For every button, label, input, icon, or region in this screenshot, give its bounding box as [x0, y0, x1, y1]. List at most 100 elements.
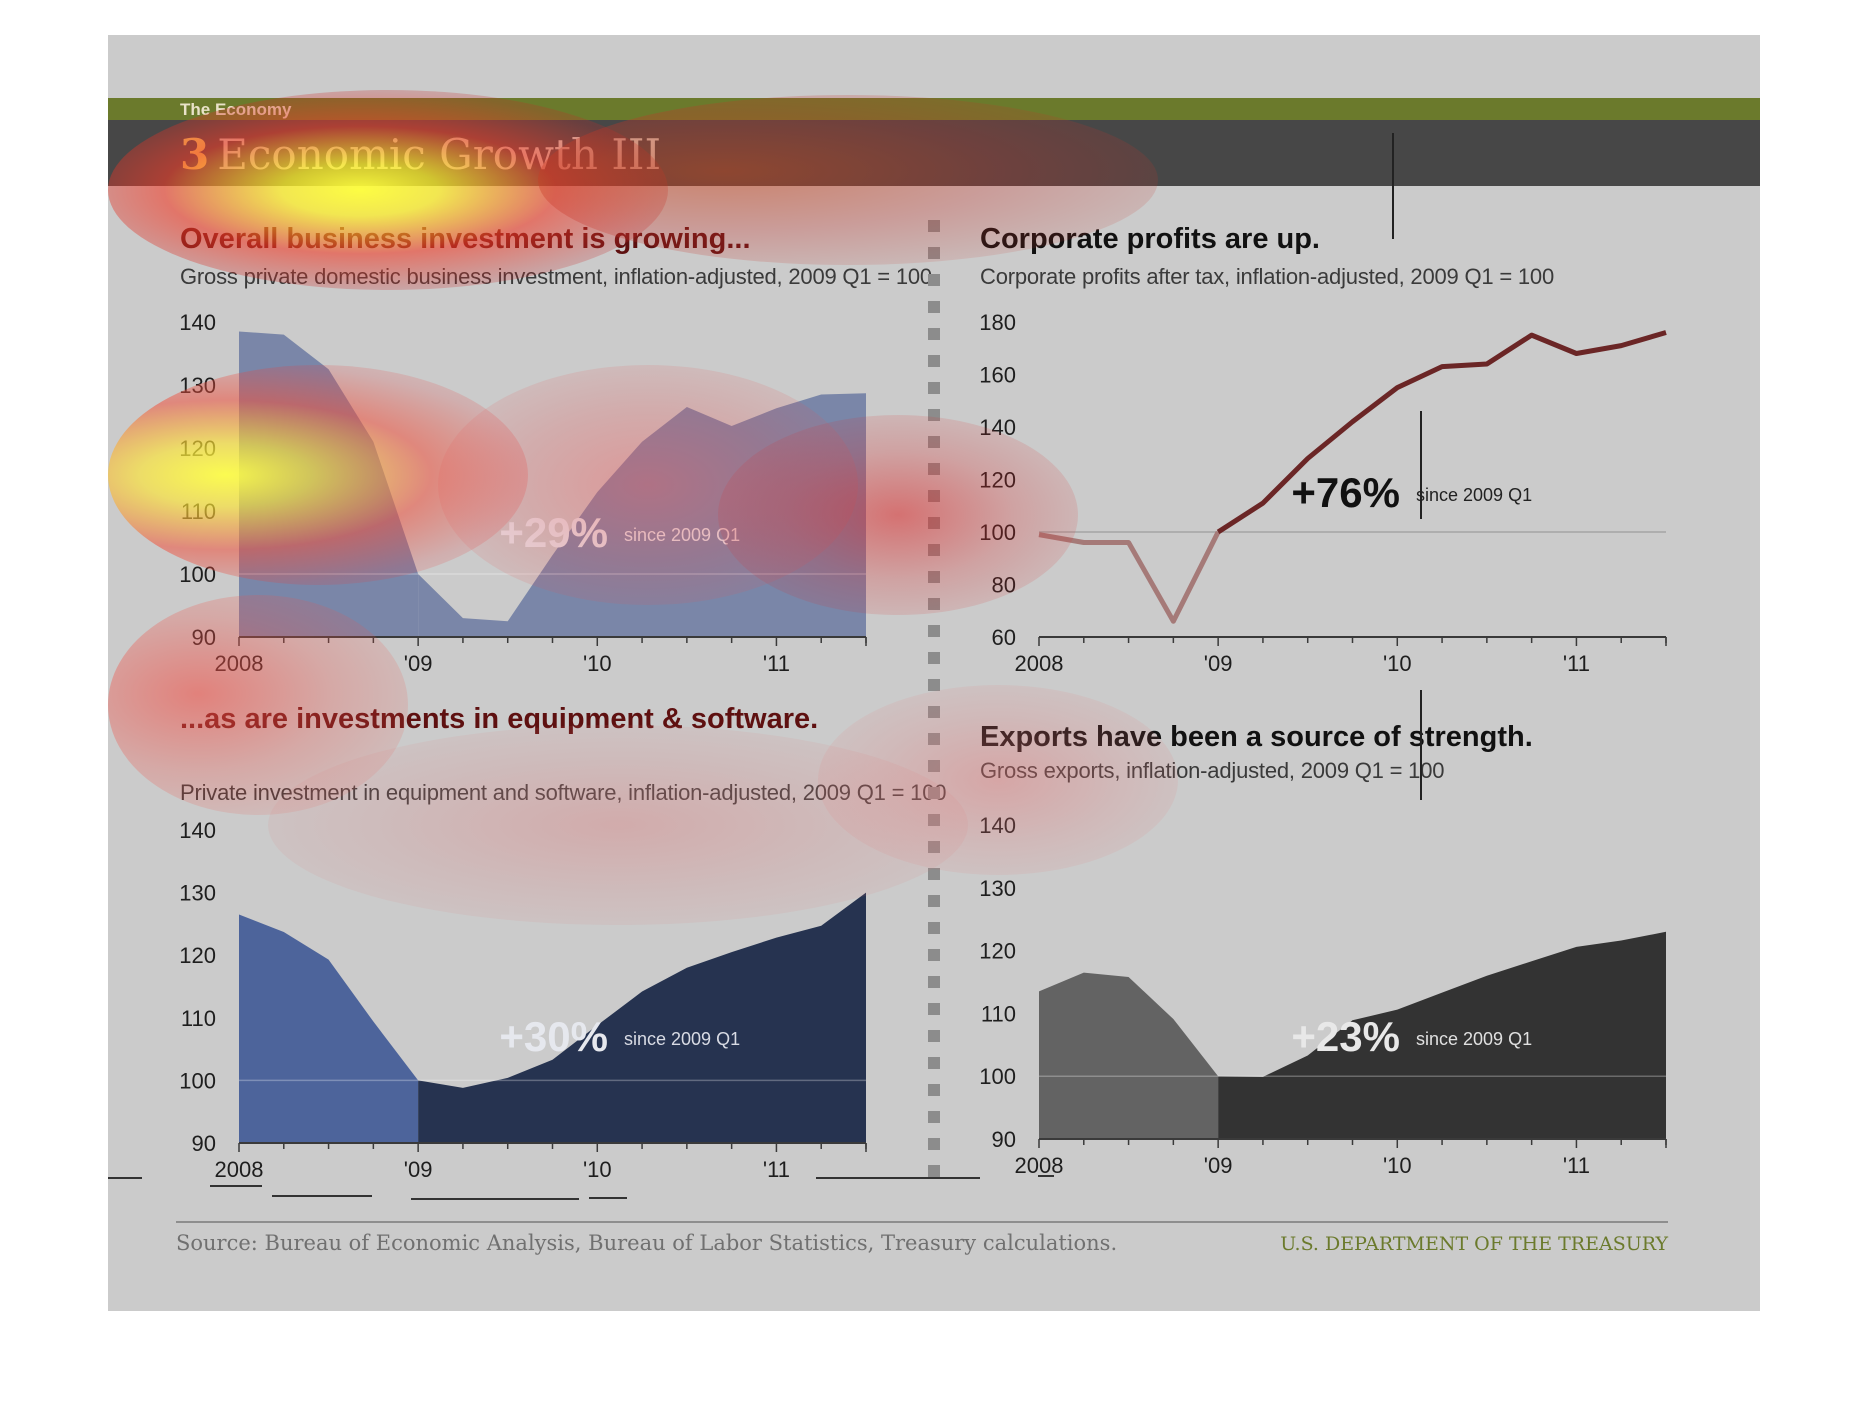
cursor-line [1420, 411, 1422, 519]
x-tick-label: '09 [1204, 651, 1233, 676]
y-tick-label: 140 [179, 310, 216, 335]
data-point [1218, 532, 1219, 533]
growth-annotation-note: since 2009 Q1 [1416, 485, 1532, 505]
data-point [1486, 975, 1487, 976]
charts-canvas: 2008 '09 '10 '11 140 130 120 110 100 90 +29% since … [179, 310, 1667, 1182]
panel-4-subtitle: Gross exports, inflation-adjusted, 2009 … [980, 758, 1445, 783]
y-tick-label: 100 [179, 562, 216, 587]
data-point [418, 574, 419, 575]
x-tick-label: 2008 [1015, 1153, 1064, 1178]
data-point [731, 425, 732, 426]
data-point [1039, 534, 1040, 535]
data-point [507, 621, 508, 622]
data-point [1218, 1076, 1219, 1077]
growth-annotation-value: +29% [499, 509, 608, 556]
y-tick-label: 130 [179, 373, 216, 398]
data-point [597, 492, 598, 493]
data-point [731, 952, 732, 953]
y-tick-label: 110 [181, 1006, 216, 1031]
data-point [866, 393, 867, 394]
y-tick-label: 140 [979, 813, 1016, 838]
data-point [821, 394, 822, 395]
chart-3: 2008 '09 '10 '11 140 130 120 110 100 90 +30% since … [179, 818, 867, 1182]
x-tick-label: '10 [1383, 1153, 1412, 1178]
growth-annotation-value: +30% [499, 1013, 608, 1060]
data-point [1173, 621, 1174, 622]
stray-underline [1038, 1175, 1054, 1177]
x-tick-label: '09 [1204, 1153, 1233, 1178]
data-point [1397, 1009, 1398, 1010]
y-tick-label: 100 [979, 520, 1016, 545]
data-point [1531, 961, 1532, 962]
y-tick-label: 100 [179, 1068, 216, 1093]
growth-annotation-note: since 2009 Q1 [624, 525, 740, 545]
data-point [1442, 992, 1443, 993]
data-point [1083, 972, 1084, 973]
data-point [462, 1087, 463, 1088]
growth-annotation-value: +23% [1291, 1013, 1400, 1060]
data-point [1621, 940, 1622, 941]
data-point [776, 937, 777, 938]
y-tick-label: 120 [179, 943, 216, 968]
data-point [418, 1080, 419, 1081]
x-tick-label: '10 [1383, 651, 1412, 676]
data-point [1666, 931, 1667, 932]
data-point [642, 991, 643, 992]
data-point [1576, 946, 1577, 947]
data-point [1083, 542, 1084, 543]
x-tick-label: '11 [763, 1157, 790, 1182]
data-point [1128, 542, 1129, 543]
panel-4-title: Exports have been a source of strength. [980, 721, 1533, 753]
stray-underline [816, 1177, 980, 1179]
y-tick-label: 120 [979, 939, 1016, 964]
y-tick-label: 140 [179, 818, 216, 843]
data-point [1442, 366, 1443, 367]
data-point [1173, 1019, 1174, 1020]
y-tick-label: 110 [981, 1001, 1016, 1026]
x-tick-label: '09 [404, 1157, 433, 1182]
y-tick-label: 60 [992, 625, 1016, 650]
series-line-after-2009q1 [1216, 330, 1667, 535]
y-tick-label: 90 [192, 1131, 216, 1156]
data-point [1486, 364, 1487, 365]
area-after-2009q1 [1218, 931, 1666, 1139]
y-tick-label: 120 [979, 468, 1016, 493]
y-tick-label: 120 [179, 436, 216, 461]
area-before-2009q1 [239, 331, 419, 637]
chart-2: 2008 '09 '10 '11 180 160 140 120 100 80 60 +76% sinc… [979, 310, 1667, 676]
data-point [283, 932, 284, 933]
data-point [1039, 991, 1040, 992]
data-point [1397, 387, 1398, 388]
chart-4: 2008 '09 '10 '11 140 130 120 110 100 90 +23% since … [979, 813, 1667, 1178]
data-point [686, 967, 687, 968]
area-before-2009q1 [239, 914, 419, 1143]
growth-annotation-note: since 2009 Q1 [624, 1029, 740, 1049]
data-point [328, 959, 329, 960]
y-tick-label: 100 [979, 1064, 1016, 1089]
data-point [373, 441, 374, 442]
data-point [776, 408, 777, 409]
data-point [686, 407, 687, 408]
data-point [239, 331, 240, 332]
stray-underline [411, 1198, 579, 1200]
y-tick-label: 110 [181, 499, 216, 524]
data-point [1576, 353, 1577, 354]
area-after-2009q1 [418, 393, 866, 637]
y-tick-label: 80 [992, 573, 1016, 598]
data-point [1262, 1076, 1263, 1077]
y-tick-label: 130 [179, 881, 216, 906]
footer-source: Source: Bureau of Economic Analysis, Bur… [176, 1231, 1118, 1255]
data-point [239, 914, 240, 915]
footer-rule [176, 1221, 1668, 1223]
x-tick-label: '10 [583, 1157, 612, 1182]
x-tick-label: '09 [404, 651, 433, 676]
x-tick-label: '10 [583, 651, 612, 676]
chart-1: 2008 '09 '10 '11 140 130 120 110 100 90 +29% since … [179, 310, 867, 676]
stray-underline [108, 1177, 142, 1179]
cursor-line [1420, 690, 1422, 800]
data-point [462, 618, 463, 619]
y-tick-label: 140 [979, 415, 1016, 440]
data-point [642, 441, 643, 442]
cursor-line [1392, 133, 1394, 239]
data-point [1531, 335, 1532, 336]
